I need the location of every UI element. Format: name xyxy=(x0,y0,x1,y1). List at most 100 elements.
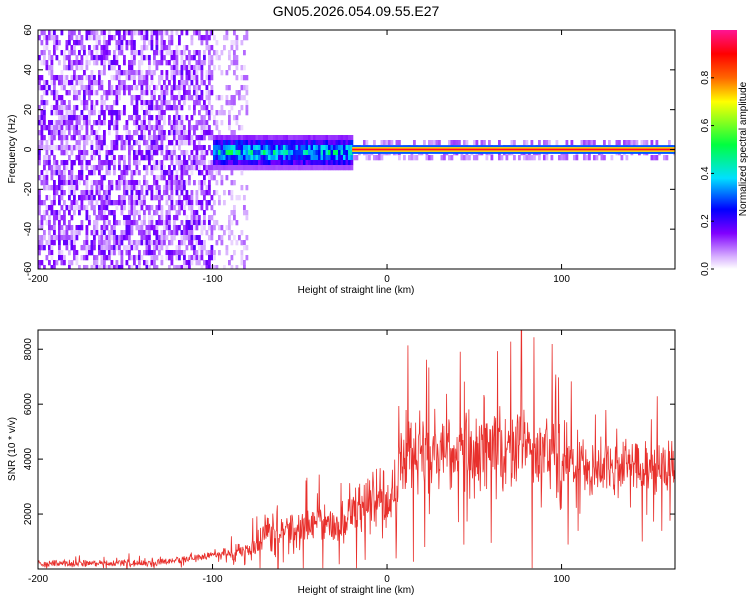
heatmap-cell xyxy=(65,45,69,51)
heatmap-cell xyxy=(83,195,86,201)
heatmap-cell xyxy=(215,120,219,126)
heatmap-cell xyxy=(465,140,469,146)
heatmap-cell xyxy=(235,195,239,201)
heatmap-cell xyxy=(148,120,151,126)
heatmap-cell xyxy=(203,190,206,196)
heatmap-cell xyxy=(63,260,66,266)
heatmap-cell xyxy=(228,145,231,151)
heatmap-cell xyxy=(240,75,244,81)
heatmap-cell xyxy=(178,50,181,56)
heatmap-cell xyxy=(178,175,181,181)
heatmap-cell xyxy=(110,115,114,121)
heatmap-cell xyxy=(285,165,289,171)
heatmap-cell xyxy=(183,210,186,216)
heatmap-cell xyxy=(110,245,114,251)
heatmap-cell xyxy=(103,250,106,256)
heatmap-cell xyxy=(45,205,49,211)
heatmap-cell xyxy=(80,80,84,86)
heatmap-cell xyxy=(208,50,211,56)
heatmap-cell xyxy=(140,120,144,126)
heatmap-cell xyxy=(138,50,141,56)
heatmap-cell xyxy=(170,190,174,196)
heatmap-cell xyxy=(90,90,94,96)
heatmap-cell xyxy=(238,140,241,146)
heatmap-cell xyxy=(188,140,191,146)
heatmap-cell xyxy=(655,155,659,161)
heatmap-cell xyxy=(88,170,91,176)
heatmap-cell xyxy=(165,225,169,231)
heatmap-cell xyxy=(60,145,64,151)
heatmap-cell xyxy=(390,140,394,146)
heatmap-cell xyxy=(170,160,174,166)
heatmap-cell xyxy=(75,90,79,96)
heatmap-cell xyxy=(133,45,136,51)
heatmap-cell xyxy=(83,245,86,251)
heatmap-cell xyxy=(235,90,239,96)
heatmap-cell xyxy=(63,120,66,126)
heatmap-cell xyxy=(263,160,266,166)
heatmap-cell xyxy=(65,145,69,151)
heatmap-cell xyxy=(210,110,214,116)
heatmap-cell xyxy=(163,170,166,176)
heatmap-cell xyxy=(188,95,191,101)
heatmap-cell xyxy=(190,165,194,171)
heatmap-cell xyxy=(138,150,141,156)
heatmap-cell xyxy=(288,145,291,151)
heatmap-cell xyxy=(120,110,124,116)
heatmap-cell xyxy=(110,155,114,161)
heatmap-cell xyxy=(280,155,284,161)
heatmap-cell xyxy=(50,110,54,116)
heatmap-cell xyxy=(215,150,219,156)
heatmap-cell xyxy=(185,65,189,71)
heatmap-cell xyxy=(38,85,41,91)
heatmap-cell xyxy=(75,145,79,151)
heatmap-cell xyxy=(255,155,259,161)
heatmap-cell xyxy=(240,95,244,101)
heatmap-cell xyxy=(128,65,131,71)
heatmap-cell xyxy=(123,105,126,111)
heatmap-cell xyxy=(95,165,99,171)
heatmap-cell xyxy=(250,150,254,156)
heatmap-cell xyxy=(85,55,89,61)
heatmap-cell xyxy=(285,140,289,146)
heatmap-cell xyxy=(73,60,76,66)
heatmap-cell xyxy=(225,30,229,36)
heatmap-cell xyxy=(243,155,246,161)
heatmap-cell xyxy=(230,170,234,176)
heatmap-cell xyxy=(225,175,229,181)
heatmap-cell xyxy=(103,30,106,36)
heatmap-cell xyxy=(650,155,654,161)
heatmap-cell xyxy=(108,105,111,111)
heatmap-cell xyxy=(95,145,99,151)
heatmap-cell xyxy=(133,110,136,116)
heatmap-cell xyxy=(40,170,44,176)
heatmap-cell xyxy=(48,250,51,256)
heatmap-cell xyxy=(183,250,186,256)
heatmap-cell xyxy=(48,220,51,226)
heatmap-cell xyxy=(163,85,166,91)
heatmap-cell xyxy=(148,185,151,191)
heatmap-cell xyxy=(178,140,181,146)
heatmap-cell xyxy=(93,60,96,66)
heatmap-cell xyxy=(268,150,271,156)
heatmap-cell xyxy=(305,145,309,151)
heatmap-cell xyxy=(93,235,96,241)
heatmap-cell xyxy=(193,100,196,106)
heatmap-cell xyxy=(220,110,224,116)
heatmap-cell xyxy=(160,165,164,171)
heatmap-cell xyxy=(148,145,151,151)
heatmap-cell xyxy=(43,185,46,191)
heatmap-cell xyxy=(65,245,69,251)
heatmap-cell xyxy=(78,75,81,81)
heatmap-cell xyxy=(330,155,334,161)
heatmap-cell xyxy=(118,180,121,186)
heatmap-cell xyxy=(100,250,104,256)
heatmap-cell xyxy=(173,65,176,71)
heatmap-cell xyxy=(218,135,221,141)
heatmap-cell xyxy=(193,50,196,56)
heatmap-cell xyxy=(320,140,324,146)
heatmap-cell xyxy=(228,165,231,171)
heatmap-cell xyxy=(88,215,91,221)
heatmap-cell xyxy=(55,160,59,166)
snr-frame xyxy=(37,329,676,570)
